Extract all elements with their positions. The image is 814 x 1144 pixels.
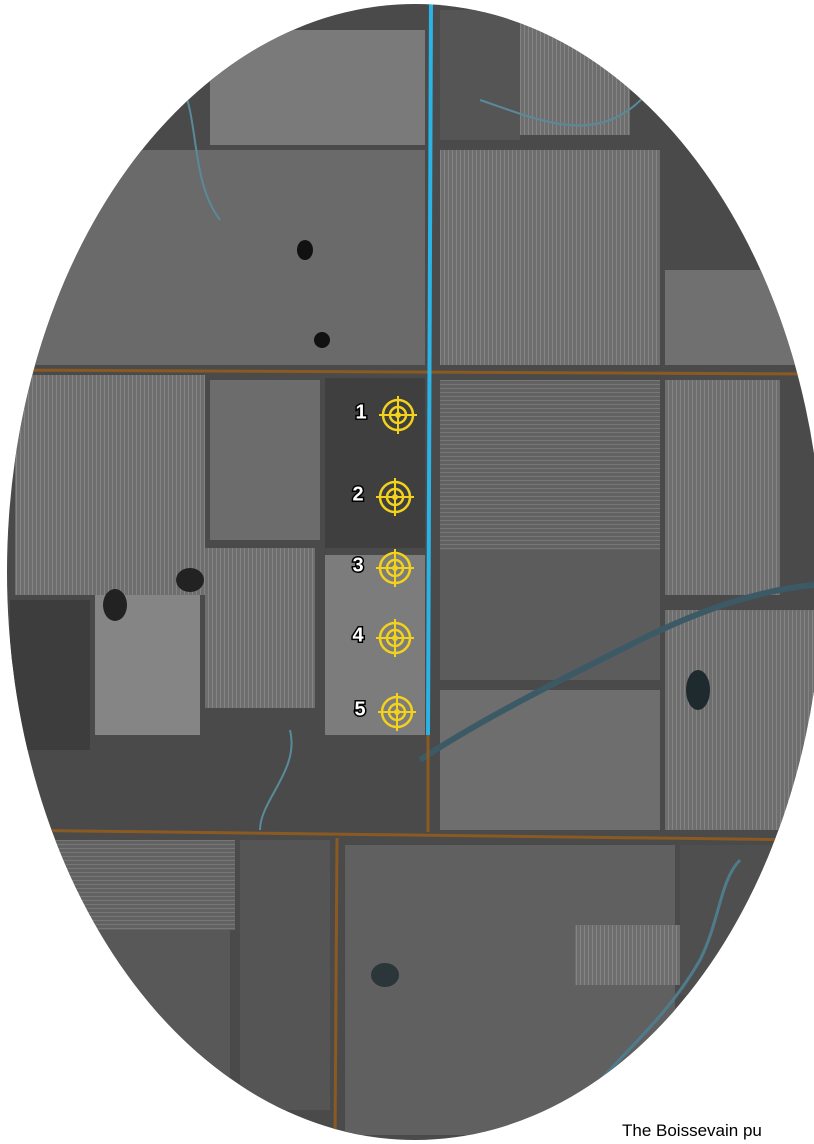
target-marker [376, 549, 414, 587]
marker-label: 5 [354, 698, 365, 720]
target-marker [376, 478, 414, 516]
marker-label: 1 [355, 401, 366, 423]
marker-label: 2 [352, 483, 363, 505]
target-marker [379, 396, 417, 434]
target-marker [376, 619, 414, 657]
target-marker [378, 693, 416, 731]
marker-label: 3 [352, 554, 363, 576]
marker-label: 4 [352, 624, 364, 646]
marker-group: 1 2 3 4 5 [351, 396, 417, 731]
caption: The Boissevain pu [622, 1121, 762, 1140]
